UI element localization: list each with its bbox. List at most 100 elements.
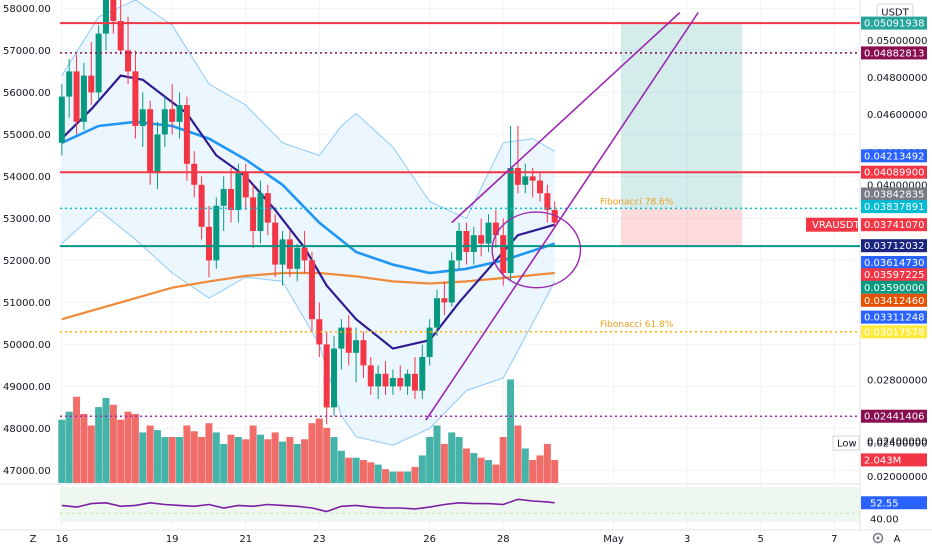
volume-bar-16 [176, 437, 184, 483]
volume-bar-63 [521, 448, 529, 483]
volume-bar-60 [499, 437, 507, 483]
price-tag-10 [861, 280, 927, 294]
low-tag-text: Low [837, 439, 857, 450]
volume-bar-46 [396, 471, 404, 483]
price-tag-text-9: 0.03597225 [864, 270, 924, 281]
rsi-line [61, 498, 555, 513]
volume-bar-50 [426, 437, 434, 483]
left-axis-label-1: 57000.00 [3, 46, 51, 57]
price-tag-12 [861, 310, 927, 324]
price-tag-7 [861, 239, 927, 253]
countdown-text: 57:30 [868, 232, 894, 242]
volume-bar-53 [448, 432, 456, 483]
price-tag-text-14: 0.02441406 [864, 412, 924, 423]
currency-label: USDT [881, 8, 909, 19]
volume-bar-22 [220, 443, 228, 483]
volume-bar-11 [139, 432, 147, 483]
price-tag-6 [861, 218, 927, 232]
volume-bar-59 [492, 464, 500, 483]
left-axis-label-6: 52000.00 [3, 256, 51, 267]
volume-bar-43 [374, 464, 382, 483]
volume-bar-4 [87, 425, 95, 483]
candle-body-46 [397, 378, 404, 387]
volume-bar-42 [367, 462, 375, 483]
volume-bar-19 [198, 437, 206, 483]
volume-bar-52 [440, 443, 448, 483]
right-axis-label-4: 0.04000000 [867, 180, 927, 191]
volume-bar-61 [507, 379, 515, 483]
candle-body-33 [301, 247, 308, 261]
candle-body-50 [426, 327, 433, 357]
x-axis-label-1: 19 [166, 534, 179, 545]
candle-body-55 [463, 231, 470, 252]
volume-bar-1 [65, 411, 73, 483]
rsi-band [60, 487, 860, 522]
price-tag-text-6: 0.03741070 [864, 220, 924, 231]
rsi-value-tag [861, 496, 927, 510]
candle-body-64 [529, 176, 536, 181]
candle-body-17 [183, 105, 190, 164]
volume-bar-57 [477, 457, 485, 483]
settings-gear-icon[interactable] [872, 532, 884, 544]
symbol-tag [806, 217, 858, 232]
price-tag-text-5: 0.03837891 [864, 202, 924, 213]
left-axis-label-8: 50000.00 [3, 340, 51, 351]
candle-body-19 [198, 184, 205, 227]
volume-bar-7 [109, 404, 117, 483]
left-axis-label-2: 56000.00 [3, 88, 51, 99]
price-tag-11 [861, 293, 927, 307]
auto-scale-icon: A [894, 534, 901, 545]
candle-body-29 [272, 222, 279, 265]
candle-body-40 [353, 340, 360, 353]
x-axis-label-7: 3 [684, 534, 690, 545]
price-tag-5 [861, 200, 927, 214]
candle-body-3 [80, 75, 87, 122]
left-axis-label-4: 54000.00 [3, 172, 51, 183]
volume-bar-38 [337, 450, 345, 483]
x-axis-label-8: 5 [758, 534, 764, 545]
candle-body-66 [544, 193, 551, 210]
volume-bar-33 [301, 439, 309, 483]
candle-body-65 [537, 180, 543, 194]
candle-body-61 [507, 168, 514, 273]
candle-body-63 [522, 176, 529, 185]
fib-786-label: Fibonacci 78.6% [600, 197, 674, 207]
x-axis-label-0: 16 [55, 534, 68, 545]
price-tag-9 [861, 268, 927, 282]
trendline-0 [425, 12, 699, 421]
rsi-level-text: 40.00 [870, 514, 899, 525]
candle-body-58 [485, 222, 492, 244]
volume-bar-48 [411, 466, 419, 483]
timezone-icon: Z [30, 534, 37, 545]
candle-body-51 [434, 298, 441, 328]
left-axis-label-3: 55000.00 [3, 130, 51, 141]
volume-bar-41 [359, 460, 367, 483]
candle-body-37 [331, 348, 338, 408]
price-tag-text-7: 0.03712032 [864, 241, 924, 252]
candle-body-45 [389, 378, 396, 387]
candle-body-0 [58, 96, 65, 143]
volume-bar-17 [183, 425, 191, 483]
volume-bar-34 [308, 423, 316, 483]
candle-body-16 [176, 105, 183, 122]
volume-bar-36 [323, 427, 331, 483]
volume-bar-2 [73, 396, 81, 483]
highlight-ellipse [491, 211, 582, 289]
candle-body-26 [250, 197, 257, 231]
volume-bar-25 [242, 439, 250, 483]
left-axis-label-10: 48000.00 [3, 424, 51, 435]
price-tag-text-4: 0.03842835 [864, 190, 924, 201]
volume-bar-26 [249, 425, 257, 483]
volume-bar-23 [227, 434, 235, 483]
fib-618-label: Fibonacci 61.8% [600, 320, 674, 330]
gear-center [876, 536, 880, 540]
candle-body-6 [102, 0, 109, 34]
candle-body-47 [404, 373, 411, 387]
price-tag-text-13: 0.03017578 [864, 327, 924, 338]
volume-bar-9 [124, 411, 132, 483]
price-tag-4 [861, 187, 927, 201]
candle-body-49 [419, 357, 426, 391]
candle-body-57 [478, 235, 485, 244]
